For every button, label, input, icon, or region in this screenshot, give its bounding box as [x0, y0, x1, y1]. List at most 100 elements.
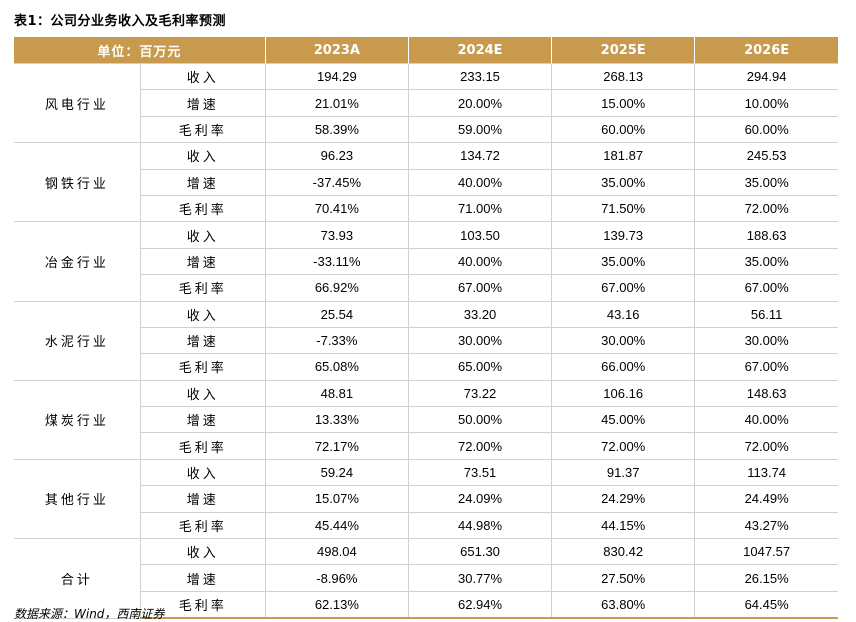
value-cell: 24.29% [551, 485, 696, 513]
table-row: 风电行业 收入 194.29 233.15 268.13 294.94 [14, 62, 838, 144]
metric-label: 收入 [139, 379, 266, 408]
metric-label: 收入 [139, 62, 266, 91]
value-cell: 181.87 [551, 142, 696, 170]
value-cell: 33.20 [407, 300, 553, 328]
segment-name: 钢铁行业 [14, 142, 141, 223]
value-cell: 45.00% [551, 406, 696, 434]
segment-name: 其他行业 [14, 458, 141, 540]
value-cell: 830.42 [551, 538, 696, 566]
table-row: 其他行业 收入 59.24 73.51 91.37 113.74 [14, 458, 838, 540]
value-cell: 44.15% [551, 511, 696, 540]
value-cell: -8.96% [264, 564, 409, 592]
metric-label: 收入 [139, 221, 266, 249]
value-cell: 30.00% [694, 326, 838, 355]
source-note: 数据来源：Wind，西南证券 [14, 607, 165, 621]
metric-label: 毛利率 [140, 353, 266, 381]
table-row: 增速 -8.96% 30.77% 27.50% 26.15% [14, 564, 838, 592]
table-row: 毛利率 58.39% 59.00% 60.00% 60.00% [14, 115, 838, 144]
value-cell: 43.16 [551, 300, 696, 328]
value-cell: 27.50% [551, 564, 696, 592]
value-cell: 35.00% [551, 247, 696, 276]
forecast-table: 单位：百万元 2023A 2024E 2025E 2026E 风电行业 收入 194… [14, 37, 838, 620]
value-cell: 91.37 [551, 458, 696, 487]
metric-label: 增速 [140, 564, 266, 592]
value-cell: 66.00% [551, 353, 696, 381]
value-cell: 30.77% [407, 564, 553, 592]
value-cell: 65.08% [264, 353, 409, 381]
metric-label: 收入 [139, 538, 266, 566]
value-cell: 64.45% [694, 590, 838, 620]
value-cell: 67.00% [407, 274, 553, 302]
value-cell: 72.17% [264, 432, 409, 460]
value-cell: 62.94% [407, 590, 553, 620]
metric-label: 增速 [140, 485, 266, 513]
value-cell: 63.80% [551, 590, 696, 620]
value-cell: 59.24 [264, 458, 409, 487]
value-cell: 72.00% [407, 432, 553, 460]
value-cell: 139.73 [551, 221, 696, 249]
value-cell: 26.15% [694, 564, 838, 592]
value-cell: 72.00% [694, 432, 838, 460]
metric-label: 增速 [140, 89, 266, 117]
metric-label: 毛利率 [140, 194, 266, 223]
year-header: 2025E [551, 37, 695, 64]
value-cell: 148.63 [694, 379, 838, 408]
table-body: 风电行业 收入 194.29 233.15 268.13 294.94 增速 21.01% 20… [14, 62, 838, 620]
metric-label: 增速 [140, 168, 266, 196]
value-cell: -7.33% [264, 326, 409, 355]
table-row: 水泥行业 收入 25.54 33.20 43.16 56.11 [14, 300, 838, 381]
value-cell: 72.00% [551, 432, 696, 460]
segment-name: 冶金行业 [14, 221, 141, 302]
value-cell: 96.23 [264, 142, 409, 170]
value-cell: 43.27% [694, 511, 838, 540]
table-row: 合计 收入 498.04 651.30 830.42 1047.57 [14, 538, 838, 619]
value-cell: 48.81 [264, 379, 409, 408]
value-cell: 35.00% [694, 247, 838, 276]
table-row: 增速 15.07% 24.09% 24.29% 24.49% [14, 485, 838, 513]
value-cell: 651.30 [407, 538, 553, 566]
value-cell: 188.63 [694, 221, 838, 249]
value-cell: 73.93 [264, 221, 409, 249]
segment-name: 煤炭行业 [14, 379, 141, 460]
table-row: 增速 -37.45% 40.00% 35.00% 35.00% [14, 168, 838, 196]
value-cell: 73.51 [407, 458, 553, 487]
metric-label: 毛利率 [140, 115, 266, 144]
value-cell: 1047.57 [694, 538, 838, 566]
value-cell: 268.13 [551, 62, 696, 91]
table-row: 钢铁行业 收入 96.23 134.72 181.87 245.53 [14, 142, 838, 223]
value-cell: 106.16 [551, 379, 696, 408]
year-header: 2024E [407, 37, 552, 64]
value-cell: 245.53 [694, 142, 838, 170]
value-cell: 30.00% [551, 326, 696, 355]
value-cell: 40.00% [694, 406, 838, 434]
metric-label: 收入 [139, 142, 266, 170]
value-cell: 498.04 [264, 538, 409, 566]
value-cell: 72.00% [694, 194, 838, 223]
metric-label: 增速 [140, 247, 266, 276]
value-cell: 73.22 [407, 379, 553, 408]
value-cell: 60.00% [551, 115, 696, 144]
segment-name: 风电行业 [14, 62, 141, 144]
year-header: 2023A [264, 37, 409, 64]
year-header: 2026E [694, 37, 838, 64]
value-cell: 134.72 [407, 142, 553, 170]
value-cell: 50.00% [407, 406, 553, 434]
table-row: 增速 -33.11% 40.00% 35.00% 35.00% [14, 247, 838, 276]
value-cell: 21.01% [264, 89, 409, 117]
value-cell: 40.00% [407, 168, 553, 196]
metric-label: 毛利率 [140, 590, 266, 620]
value-cell: 65.00% [407, 353, 553, 381]
metric-label: 毛利率 [140, 274, 266, 302]
segment-name: 合计 [14, 538, 141, 619]
value-cell: 24.49% [694, 485, 838, 513]
value-cell: 35.00% [694, 168, 838, 196]
table-row: 冶金行业 收入 73.93 103.50 139.73 188.63 [14, 221, 838, 302]
table-header: 单位：百万元 2023A 2024E 2025E 2026E [14, 37, 838, 64]
value-cell: 25.54 [264, 300, 409, 328]
value-cell: 67.00% [551, 274, 696, 302]
value-cell: -37.45% [264, 168, 409, 196]
value-cell: 24.09% [407, 485, 553, 513]
value-cell: 294.94 [694, 62, 838, 91]
value-cell: 15.00% [551, 89, 696, 117]
table-row: 增速 -7.33% 30.00% 30.00% 30.00% [14, 326, 838, 355]
